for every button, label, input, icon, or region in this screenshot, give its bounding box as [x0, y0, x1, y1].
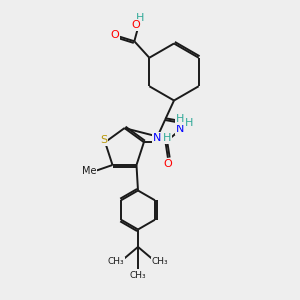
Text: H: H — [185, 118, 194, 128]
Text: H: H — [163, 133, 171, 143]
Text: O: O — [110, 30, 119, 40]
Text: Me: Me — [82, 166, 96, 176]
Text: H: H — [136, 13, 145, 23]
Text: CH₃: CH₃ — [108, 257, 124, 266]
Text: S: S — [100, 135, 107, 145]
Text: O: O — [131, 20, 140, 30]
Text: CH₃: CH₃ — [130, 271, 146, 280]
Text: N: N — [153, 133, 162, 143]
Text: O: O — [182, 118, 191, 128]
Text: CH₃: CH₃ — [152, 257, 168, 266]
Text: N: N — [176, 124, 185, 134]
Text: O: O — [164, 159, 172, 169]
Text: H: H — [176, 114, 185, 124]
